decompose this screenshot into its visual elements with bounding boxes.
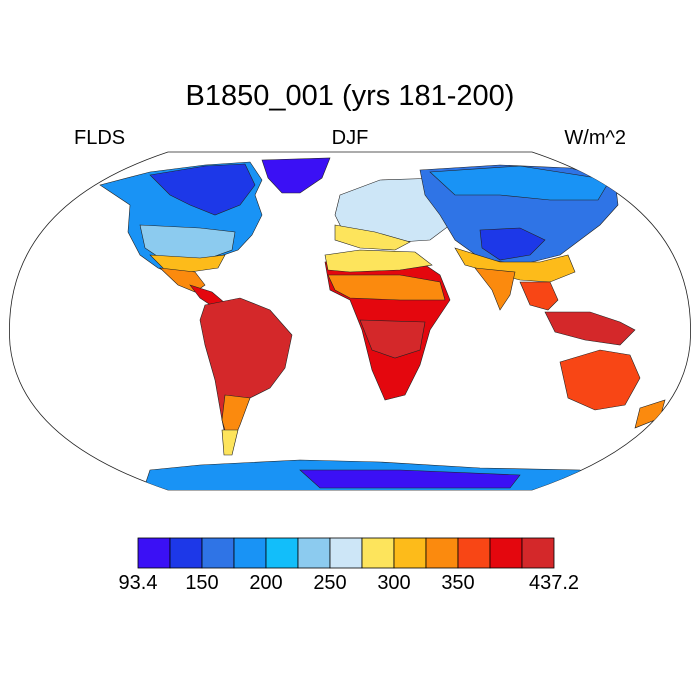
colorbar-swatch <box>489 537 523 569</box>
india <box>474 267 516 311</box>
greenland <box>261 157 331 194</box>
colorbar-swatch <box>297 537 331 569</box>
world-map <box>9 151 691 491</box>
colorbar-swatch <box>169 537 203 569</box>
se-asia <box>519 281 559 311</box>
colorbar-swatch <box>201 537 235 569</box>
colorbar-tick-label: 150 <box>185 572 219 594</box>
colorbar-tick-label: 437.2 <box>528 572 580 594</box>
colorbar <box>137 537 555 569</box>
colorbar-swatch <box>265 537 299 569</box>
colorbar-tick-label: 300 <box>377 572 411 594</box>
europe-south <box>334 224 411 251</box>
asia-core <box>479 227 546 261</box>
colorbar-tick-label: 250 <box>313 572 347 594</box>
colorbar-swatch <box>521 537 555 569</box>
australia <box>559 349 641 411</box>
sahara <box>324 249 433 273</box>
colorbar-swatch <box>233 537 267 569</box>
central-africa <box>359 319 426 359</box>
asia-north <box>429 165 611 201</box>
units-label: W/m^2 <box>564 127 626 149</box>
colorbar-swatch <box>457 537 491 569</box>
antarctica-interior <box>299 469 521 489</box>
season-label: DJF <box>331 127 369 149</box>
canada-arctic <box>149 163 256 216</box>
colorbar-tick-label: 200 <box>249 572 283 594</box>
patagonia <box>221 429 239 456</box>
colorbar-swatch <box>329 537 363 569</box>
sahel <box>327 274 446 301</box>
plot-title: B1850_001 (yrs 181-200) <box>185 80 515 112</box>
indonesia <box>544 311 636 346</box>
colorbar-swatch <box>425 537 459 569</box>
colorbar-tick-label: 350 <box>441 572 475 594</box>
colorbar-swatch <box>137 537 171 569</box>
variable-label: FLDS <box>74 127 126 149</box>
colorbar-tick-label: 93.4 <box>118 572 158 594</box>
colorbar-swatch <box>361 537 395 569</box>
colorbar-swatch <box>393 537 427 569</box>
